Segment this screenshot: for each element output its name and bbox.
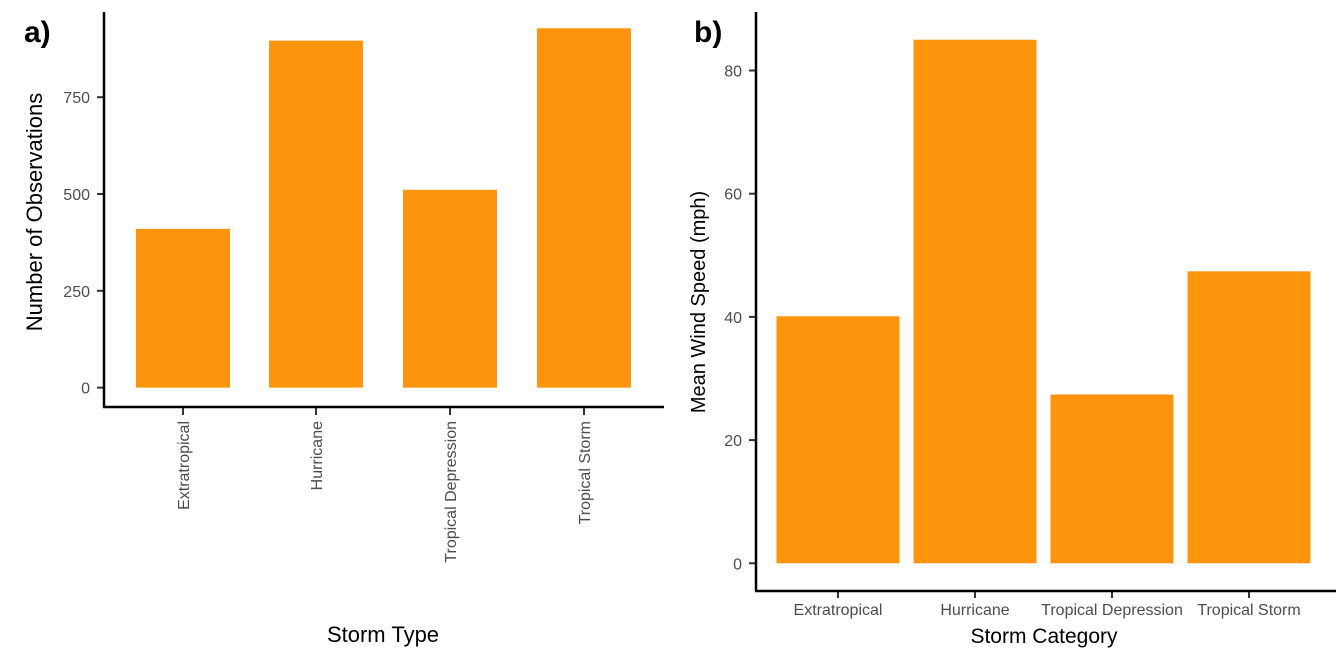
panel-a-x-tick-label: Extratropical xyxy=(176,421,193,510)
panel-a-label: a) xyxy=(24,16,51,49)
panel-b-y-axis-title: Mean Wind Speed (mph) xyxy=(688,191,710,413)
panel-a-bars xyxy=(136,28,631,388)
panel-b-mean-wind-speed: b) Mean Wind Speed (mph) Storm Category … xyxy=(688,12,1336,648)
panel-b-y-tick-label: 60 xyxy=(724,187,742,204)
panel-a-x-ticks: Extratropical Hurricane Tropical Depressio… xyxy=(176,407,594,563)
panel-a-bar-tropical-storm xyxy=(537,28,631,388)
panel-b-bar-extratropical xyxy=(776,316,900,564)
panel-b-y-tick-label: 40 xyxy=(724,310,742,327)
panel-a-x-tick-label: Hurricane xyxy=(309,421,326,490)
panel-b-y-ticks: 0 20 40 60 80 xyxy=(724,64,756,573)
panel-a-y-tick-label: 500 xyxy=(63,187,90,204)
panel-b-y-tick-label: 80 xyxy=(724,64,742,81)
panel-a-y-tick-label: 250 xyxy=(63,284,90,301)
panel-a-x-tick-label: Tropical Storm xyxy=(577,421,594,524)
panel-a-x-axis-title: Storm Type xyxy=(327,622,439,647)
panel-b-y-tick-label: 20 xyxy=(724,433,742,450)
panel-b-bars xyxy=(776,39,1311,564)
panel-b-x-ticks: Extratropical Hurricane Tropical Depressio… xyxy=(794,591,1301,619)
panel-b-x-axis-title: Storm Category xyxy=(970,625,1118,648)
panel-b-x-tick-label: Extratropical xyxy=(794,602,883,619)
panel-b-bar-tropical-storm xyxy=(1187,271,1311,564)
panel-b-x-tick-label: Hurricane xyxy=(940,602,1009,619)
panel-a-y-ticks: 0 250 500 750 xyxy=(63,90,104,398)
panel-a-storm-type-counts: a) Number of Observations Storm Type 0 25… xyxy=(22,12,664,647)
panel-b-y-tick-label: 0 xyxy=(733,556,742,573)
panel-a-bar-extratropical xyxy=(136,228,230,388)
panel-b-bar-tropical-depression xyxy=(1050,394,1174,564)
panel-a-bar-hurricane xyxy=(269,40,363,388)
panel-a-bar-tropical-depression xyxy=(403,189,497,388)
panel-a-y-tick-label: 750 xyxy=(63,90,90,107)
panel-a-y-tick-label: 0 xyxy=(81,381,90,398)
panel-a-y-axis-title: Number of Observations xyxy=(22,93,47,331)
panel-b-x-tick-label: Tropical Storm xyxy=(1197,602,1300,619)
panel-b-bar-hurricane xyxy=(913,39,1037,564)
panel-b-label: b) xyxy=(694,16,722,49)
panel-a-x-tick-label: Tropical Depression xyxy=(443,421,460,563)
panel-b-x-tick-label: Tropical Depression xyxy=(1041,602,1183,619)
